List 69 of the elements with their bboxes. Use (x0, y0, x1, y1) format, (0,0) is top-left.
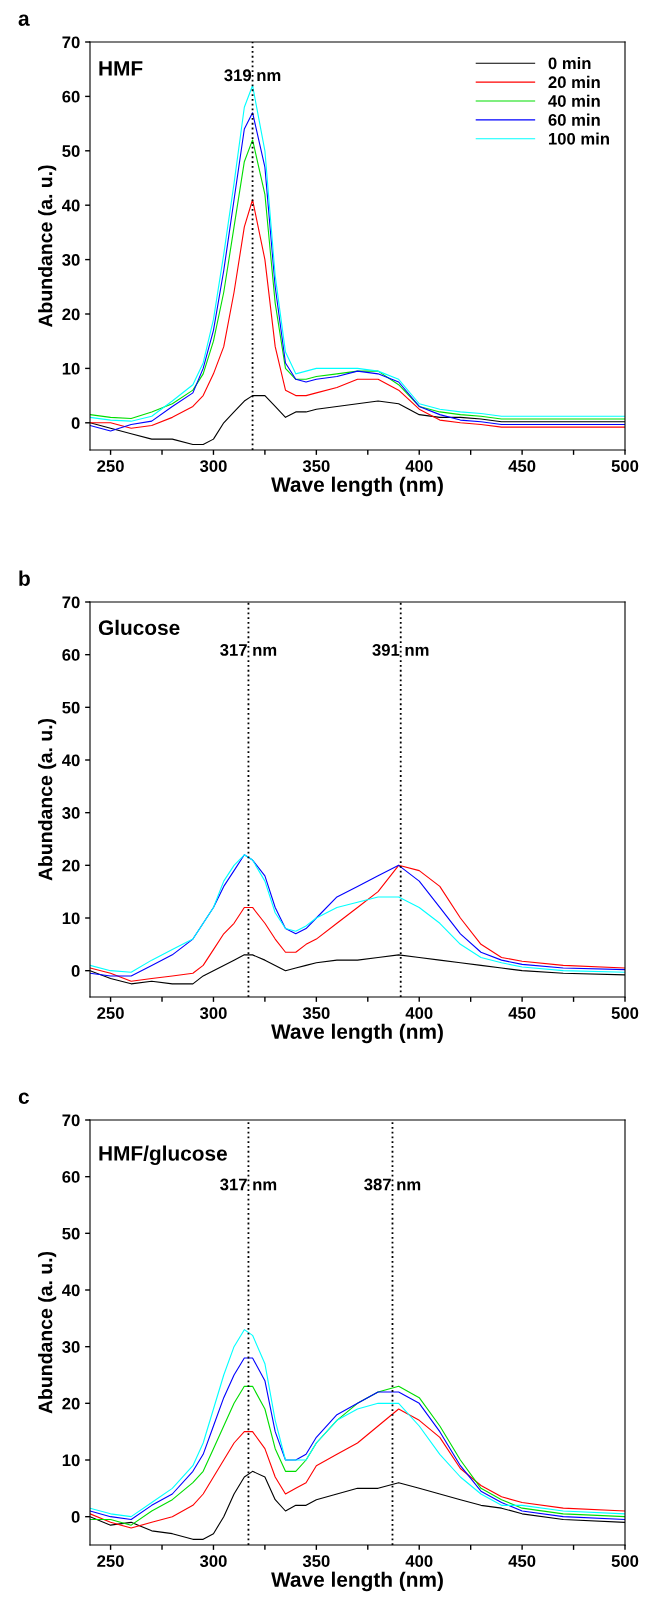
annotation: Glucose (98, 619, 180, 636)
x-tick-label: 250 (97, 460, 124, 472)
chart-title: a (18, 14, 30, 26)
annotation: HMF (99, 61, 143, 76)
y-tick-label: 20 (62, 859, 80, 872)
ref-line-label: 387 nm (364, 1178, 421, 1191)
y-tick-label: 20 (62, 308, 80, 321)
line-series (90, 1408, 625, 1529)
ref-line-label: 317 nm (220, 644, 277, 656)
ref-line-label: 319 nm (224, 69, 281, 82)
y-tick-label: 0 (71, 965, 80, 977)
x-tick-label: 500 (611, 1007, 639, 1019)
chart-title: b (19, 570, 30, 586)
line-series (90, 1385, 625, 1526)
y-tick-label: 10 (62, 912, 80, 925)
x-tick-label: 350 (302, 1007, 330, 1019)
x-tick-label: 450 (508, 1007, 536, 1019)
x-tick-label: 500 (611, 460, 639, 472)
annotation: HMF/glucose (99, 1145, 227, 1166)
x-tick-label: 300 (199, 1555, 227, 1567)
y-axis-title: Abundance (a. u.) (38, 165, 57, 328)
x-tick-label: 350 (302, 460, 330, 472)
x-axis-title: Wave length (nm) (271, 1023, 443, 1044)
legend-label: 40 min (548, 94, 600, 107)
y-tick-label: 50 (62, 701, 80, 714)
y-tick-label: 30 (62, 1341, 80, 1353)
y-tick-label: 40 (61, 1284, 80, 1297)
y-tick-label: 10 (62, 1454, 80, 1467)
y-tick-label: 0 (71, 417, 80, 429)
x-tick-label: 400 (405, 1007, 433, 1019)
y-tick-label: 50 (62, 1227, 80, 1240)
y-tick-label: 20 (62, 1397, 80, 1410)
legend-label: 60 min (548, 113, 600, 126)
x-tick-label: 300 (199, 1007, 227, 1019)
y-tick-label: 30 (62, 807, 80, 819)
y-tick-label: 70 (62, 36, 80, 49)
legend-label: 0 min (548, 57, 591, 70)
y-tick-label: 60 (62, 649, 80, 661)
y-tick-label: 70 (62, 596, 80, 609)
y-axis-title: Abundance (a. u.) (38, 1251, 57, 1414)
x-tick-label: 400 (405, 460, 433, 472)
y-tick-label: 30 (62, 254, 80, 266)
chart-title: c (18, 1092, 29, 1104)
y-tick-label: 40 (61, 199, 80, 212)
y-tick-label: 10 (62, 362, 80, 375)
x-tick-label: 250 (97, 1555, 124, 1567)
x-tick-label: 300 (199, 460, 227, 472)
x-tick-label: 350 (302, 1555, 330, 1567)
legend-label: 100 min (548, 132, 609, 145)
ref-line-label: 391 nm (372, 644, 429, 656)
y-tick-label: 60 (62, 90, 80, 103)
y-axis-title: Abundance (a. u.) (38, 718, 57, 881)
x-tick-label: 250 (97, 1007, 124, 1019)
y-tick-label: 0 (71, 1511, 80, 1523)
x-tick-label: 450 (508, 460, 536, 472)
ref-line-label: 317 nm (220, 1178, 277, 1191)
x-axis-title: Wave length (nm) (271, 1571, 443, 1592)
x-tick-label: 400 (405, 1555, 433, 1567)
x-tick-label: 450 (508, 1555, 536, 1567)
line-series (90, 199, 625, 429)
x-axis-title: Wave length (nm) (271, 476, 443, 497)
line-series (90, 1357, 625, 1521)
y-tick-label: 40 (61, 754, 80, 767)
line-series (90, 1329, 625, 1518)
y-tick-label: 60 (62, 1171, 80, 1183)
x-tick-label: 500 (611, 1555, 639, 1567)
y-tick-label: 50 (62, 145, 80, 157)
legend-label: 20 min (548, 75, 600, 89)
y-tick-label: 70 (62, 1114, 80, 1127)
